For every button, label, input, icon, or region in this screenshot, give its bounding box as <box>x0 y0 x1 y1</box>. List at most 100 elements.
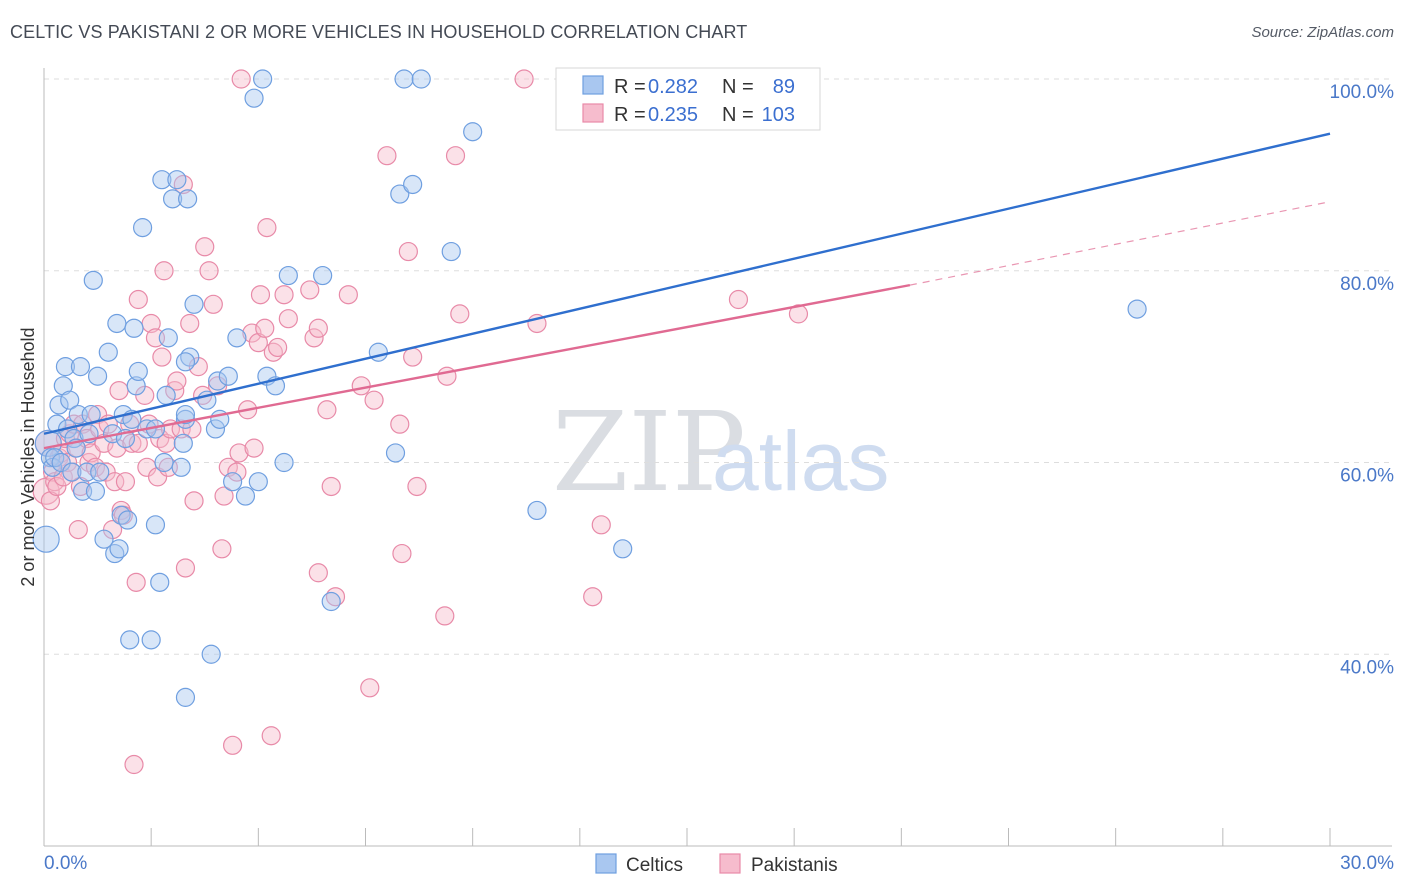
pakistanis-point-5 <box>47 476 67 497</box>
celtics-point-42 <box>141 630 161 650</box>
celtics-point-84 <box>411 69 431 89</box>
celtics-point-67 <box>223 472 243 492</box>
bottom-legend-pakistanis-swatch <box>719 853 741 874</box>
pakistanis-point-82 <box>268 337 288 358</box>
celtics-point-64 <box>208 371 228 391</box>
celtics-point-35 <box>120 630 140 650</box>
celtics-point-38 <box>126 376 146 396</box>
celtics-point-21 <box>83 270 103 290</box>
celtics-point-47 <box>154 452 174 473</box>
celtics-point-80 <box>385 443 406 463</box>
y-tick-label-60: 60.0% <box>1340 466 1394 487</box>
legend-celtics-n-label: N = <box>722 76 754 98</box>
celtics-point-45 <box>150 572 170 592</box>
celtics-point-69 <box>235 486 256 506</box>
y-tick-label-80: 80.0% <box>1340 274 1394 295</box>
pakistanis-point-84 <box>278 309 298 329</box>
pakistanis-point-97 <box>390 414 410 434</box>
trendlines <box>43 132 1331 450</box>
celtics-point-58 <box>175 352 196 372</box>
y-tick-labels: 40.0% 60.0% 80.0% 100.0% <box>1330 82 1395 678</box>
pakistanis-point-79 <box>257 218 277 238</box>
pakistanis-point-109 <box>591 515 611 535</box>
celtics-point-68 <box>227 328 247 348</box>
pakistanis-point-56 <box>175 558 196 578</box>
pakistanis-trendline <box>43 283 911 450</box>
pakistanis-point-87 <box>308 318 328 338</box>
legend-pakistanis-n-value: 103 <box>762 104 795 126</box>
pakistanis-point-45 <box>147 467 168 487</box>
celtics-point-86 <box>463 122 483 142</box>
bottom-legend: Celtics Pakistanis <box>595 853 838 876</box>
celtics-point-6 <box>49 395 69 415</box>
pakistanis-point-53 <box>167 371 187 391</box>
pakistanis-point-98 <box>392 543 412 564</box>
celtics-point-12 <box>62 462 82 482</box>
legend-pakistanis-swatch <box>582 103 604 123</box>
pakistanis-point-83 <box>274 285 294 305</box>
pakistanis-point-99 <box>398 241 418 262</box>
celtics-point-62 <box>201 644 221 664</box>
pakistanis-trendline-extension <box>909 201 1331 286</box>
celtics-point-50 <box>163 189 183 209</box>
pakistanis-point-67 <box>214 486 234 506</box>
celtics-point-16 <box>70 357 91 377</box>
celtics-point-87 <box>527 500 547 521</box>
pakistanis-point-90 <box>321 476 341 497</box>
celtics-point-57 <box>184 294 204 314</box>
legend-pakistanis-r-label: R = <box>614 104 646 126</box>
celtics-point-49 <box>158 328 178 348</box>
celtics-point-22 <box>85 481 106 501</box>
pakistanis-point-110 <box>728 289 749 310</box>
pakistanis-point-75 <box>244 438 264 458</box>
pakistanis-point-57 <box>180 313 200 334</box>
celtics-point-44 <box>145 515 166 535</box>
celtics-point-48 <box>156 385 176 405</box>
pakistanis-point-48 <box>154 261 174 281</box>
celtics-point-52 <box>171 457 191 477</box>
celtics-point-25 <box>94 529 114 549</box>
pakistanis-point-93 <box>351 376 371 396</box>
y-tick-label-100: 100.0% <box>1330 82 1395 103</box>
celtics-point-55 <box>178 189 198 209</box>
celtics-point-34 <box>117 510 138 530</box>
pakistanis-point-105 <box>450 304 470 324</box>
pakistanis-point-102 <box>435 606 455 626</box>
pakistanis-point-108 <box>583 587 603 607</box>
legend-pakistanis-r-value: 0.235 <box>648 104 698 126</box>
pakistanis-point-62 <box>195 237 215 257</box>
pakistanis-point-28 <box>105 472 125 492</box>
bottom-legend-celtics-label: Celtics <box>626 855 683 876</box>
celtics-point-81 <box>390 184 410 204</box>
pakistanis-point-86 <box>304 328 324 348</box>
celtics-point-75 <box>274 452 294 473</box>
legend-celtics-r-value: 0.282 <box>648 76 698 98</box>
pakistanis-point-70 <box>227 462 247 482</box>
pakistanis-point-100 <box>403 347 423 367</box>
celtics-point-29 <box>107 313 127 334</box>
pakistanis-point-71 <box>229 443 249 463</box>
celtics-point-39 <box>128 361 148 382</box>
axes <box>43 68 1392 847</box>
x-tick-label-max: 30.0% <box>1340 853 1394 874</box>
y-tick-label-40: 40.0% <box>1340 657 1394 678</box>
celtics-point-77 <box>313 265 333 286</box>
legend-celtics-r-label: R = <box>614 76 646 98</box>
celtics-point-2 <box>40 448 61 468</box>
legend-celtics-swatch <box>582 75 604 95</box>
legend-celtics-n-value: 89 <box>773 76 795 98</box>
celtics-point-66 <box>218 366 238 386</box>
celtics-point-46 <box>152 170 172 190</box>
x-tick-label-min: 0.0% <box>44 853 87 874</box>
pakistanis-point-66 <box>212 539 232 559</box>
celtics-point-7 <box>51 452 71 473</box>
celtics-point-23 <box>87 366 108 386</box>
pakistanis-point-89 <box>317 400 337 420</box>
pakistanis-point-76 <box>248 333 268 353</box>
pakistanis-point-95 <box>364 390 384 410</box>
pakistanis-point-101 <box>407 476 427 497</box>
celtics-point-89 <box>1127 299 1147 319</box>
chart-title: CELTIC VS PAKISTANI 2 OR MORE VEHICLES I… <box>10 22 748 42</box>
celtics-point-11 <box>60 390 80 410</box>
celtics-point-60 <box>175 687 196 707</box>
